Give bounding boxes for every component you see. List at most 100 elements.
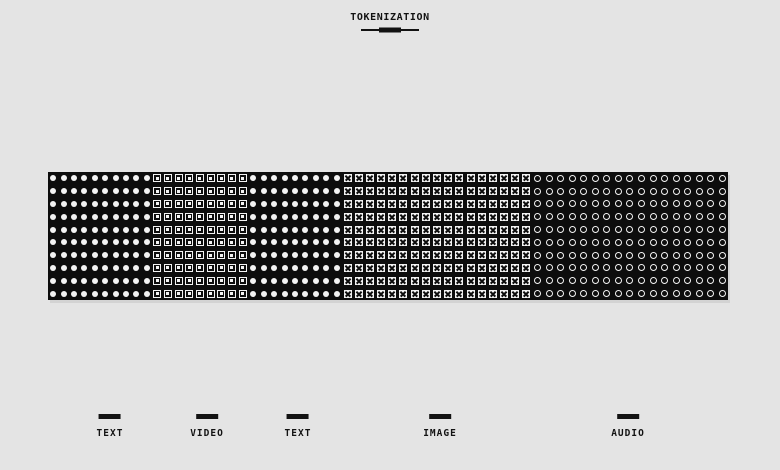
token-cell [69,185,79,198]
ring-token-glyph [718,213,726,221]
token-cell [142,262,152,275]
dot-token-glyph [281,226,288,233]
token-cell [544,274,556,287]
token-cell [69,249,79,262]
token-cell [647,262,659,275]
dot-token-glyph [91,264,98,271]
ring-token-glyph [591,277,599,285]
token-cell [79,287,89,300]
token-cell [163,236,174,249]
token-cell [121,198,131,211]
ring-token-glyph [638,277,646,285]
token-cell [90,249,100,262]
token-cell [248,198,258,211]
square-token-glyph [153,238,162,247]
ring-token-glyph [649,187,657,195]
dot-token-glyph [250,277,257,284]
square-token-glyph [206,289,215,298]
dot-token-glyph [302,213,309,220]
token-cell [48,274,58,287]
token-cell [590,185,602,198]
dot-token-glyph [291,252,298,259]
token-cell [353,172,364,185]
token-cell [216,210,227,223]
token-cell [173,198,184,211]
cross-token-glyph [488,238,497,247]
ring-token-glyph [534,200,542,208]
token-cell [321,185,331,198]
cross-token-glyph [444,174,453,183]
ring-token-glyph [614,226,622,234]
token-cell [227,223,238,236]
dot-token-glyph [260,290,267,297]
ring-token-glyph [684,226,692,234]
token-cell [342,287,353,300]
token-cell [364,223,375,236]
token-cell [237,249,248,262]
token-cell [465,274,476,287]
cross-token-glyph [377,238,386,247]
token-cell [290,236,300,249]
token-cell [487,172,498,185]
token-cell [420,198,431,211]
token-cell [290,210,300,223]
token-cell [647,287,659,300]
cross-token-glyph [511,212,520,221]
token-cell [205,198,216,211]
token-cell [279,198,289,211]
dot-token-glyph [112,213,119,220]
band-section-audio [532,172,728,300]
ring-token-glyph [718,174,726,182]
token-cell [48,198,58,211]
dot-token-glyph [260,277,267,284]
token-cell [567,210,579,223]
token-cell [195,185,206,198]
token-cell [454,223,465,236]
token-cell [195,262,206,275]
token-cell [195,236,206,249]
square-token-glyph [174,238,183,247]
cross-token-glyph [455,289,464,298]
dot-token-glyph [122,264,129,271]
token-cell [409,262,420,275]
token-cell [269,274,279,287]
token-cell [152,249,163,262]
dot-token-glyph [312,277,319,284]
square-token-glyph [217,289,226,298]
cross-token-glyph [365,187,374,196]
cross-token-glyph [432,263,441,272]
token-cell [237,210,248,223]
square-token-glyph [227,238,236,247]
ring-token-glyph [684,264,692,272]
cross-token-glyph [377,289,386,298]
token-cell [420,185,431,198]
token-cell [364,287,375,300]
square-token-glyph [206,263,215,272]
token-cell [152,262,163,275]
dot-token-glyph [81,188,88,195]
ring-token-glyph [603,187,611,195]
dot-token-glyph [60,252,67,259]
title-block: TOKENIZATION [0,12,780,33]
token-cell [184,287,195,300]
token-cell [321,287,331,300]
token-cell [48,262,58,275]
token-cell [659,236,671,249]
dot-token-glyph [70,213,77,220]
dot-token-glyph [323,252,330,259]
ring-token-glyph [707,277,715,285]
token-cell [443,172,454,185]
token-cell [195,274,206,287]
square-token-glyph [238,174,247,183]
token-cell [544,172,556,185]
marker-text-2: TEXT [285,414,312,439]
dot-token-glyph [260,252,267,259]
token-cell [613,262,625,275]
token-cell [465,223,476,236]
token-cell [544,249,556,262]
token-cell [353,185,364,198]
ring-token-glyph [638,174,646,182]
cross-token-glyph [432,187,441,196]
token-cell [142,210,152,223]
cross-token-glyph [343,251,352,260]
